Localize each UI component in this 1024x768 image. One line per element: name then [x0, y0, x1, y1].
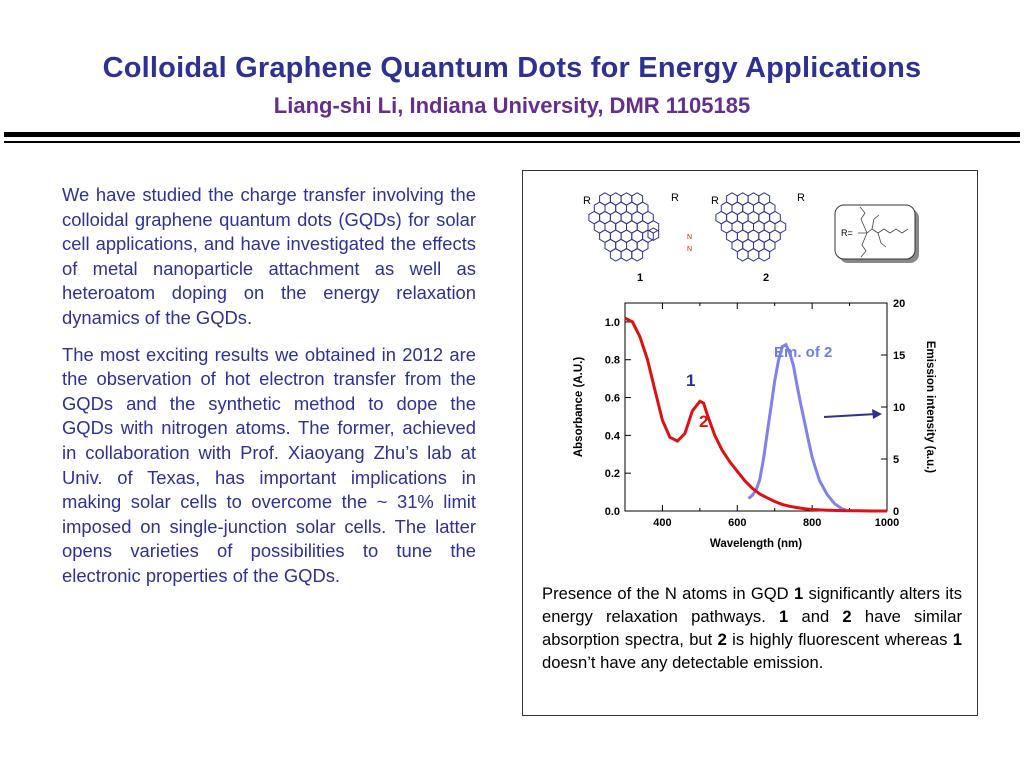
y-tick-label: 0.8 — [605, 355, 620, 367]
plot-frame — [624, 302, 888, 512]
caption-text: is highly fluorescent whereas — [726, 630, 953, 649]
n-doped-ring — [647, 227, 660, 241]
caption-text: significantly alters its energy relaxati… — [542, 584, 962, 626]
y-tick-label: 0.0 — [605, 506, 620, 518]
gqd-structure-2 — [715, 192, 787, 262]
y-tick-label: 0.6 — [605, 393, 620, 405]
caption-text: and — [788, 607, 843, 626]
r-group-label: R= — [841, 228, 853, 238]
caption-bold-ref: 2 — [717, 630, 727, 649]
structure-1-label: 1 — [637, 272, 643, 284]
x-tick-label: 800 — [803, 517, 821, 529]
structure-1-n-bottom: N — [687, 246, 692, 253]
caption-bold-ref: 1 — [793, 584, 804, 603]
y-axis-title: Absorbance (A.U.) — [573, 357, 585, 457]
title-divider-thin — [4, 141, 1020, 143]
y-tick-label: 1.0 — [605, 317, 620, 329]
caption-text: doesn’t have any detectable emission. — [542, 653, 824, 672]
title-divider-thick — [4, 132, 1020, 137]
r-group-inset: R= — [834, 204, 919, 263]
hexagon-ring — [631, 248, 644, 262]
figure-box — [522, 170, 978, 716]
spectra-chart: 400 600 800 10000.00.20.40.60.81.005101520 … — [573, 298, 936, 550]
hexagon-ring — [758, 248, 771, 262]
structure-1-n-top: N — [687, 234, 692, 241]
body-text: We have studied the charge transfer invo… — [62, 183, 476, 601]
emission-axis-arrow — [823, 409, 882, 419]
chart-ticks: 400 600 800 1000 0.0 0.2 0.4 0.6 0.8 1.0 0 5 10 15 20 — [605, 298, 906, 529]
hexagon-ring — [609, 248, 622, 262]
caption-bold-ref: 1 — [952, 630, 962, 649]
structure-2-label: 2 — [763, 272, 769, 284]
y2-tick-label: 20 — [893, 298, 905, 310]
emission-label: Em. of 2 — [774, 344, 832, 361]
hexagon-ring — [747, 248, 760, 262]
hexagon-ring — [736, 248, 749, 262]
y2-tick-label: 5 — [893, 454, 899, 466]
x-tick-label: 1000 — [875, 517, 899, 529]
y2-axis-title: Emission intensity (a.u.) — [924, 341, 936, 473]
y2-tick-label: 0 — [893, 506, 899, 518]
structure-2-r-right: R — [797, 192, 805, 204]
caption-bold-ref: 1 — [779, 607, 789, 626]
y2-tick-label: 15 — [893, 350, 905, 362]
series-label-2: 2 — [699, 412, 708, 431]
body-paragraph-1: We have studied the charge transfer invo… — [62, 184, 476, 328]
caption-text: have similar absorption spectra, but — [542, 607, 962, 649]
series-label-1: 1 — [686, 371, 695, 390]
emission-series-line — [747, 342, 847, 512]
molecular-structures: R R N N R R 1 2 R= — [583, 192, 919, 284]
body-paragraph-2: The most exciting results we obtained in… — [62, 343, 476, 586]
structure-2-r-left: R — [711, 195, 719, 207]
structure-1-r-left: R — [583, 195, 591, 207]
x-axis-title: Wavelength (nm) — [710, 538, 802, 550]
x-tick-label: 600 — [728, 517, 746, 529]
hexagon-ring — [620, 248, 633, 262]
caption-bold-ref: 2 — [842, 607, 852, 626]
gqd-structure-1 — [588, 192, 660, 262]
slide-title: Colloidal Graphene Quantum Dots for Ener… — [102, 52, 922, 84]
y-tick-label: 0.4 — [605, 430, 621, 442]
slide-subtitle: Liang-shi Li, Indiana University, DMR 11… — [273, 93, 751, 118]
figure-caption: Presence of the N atoms in GQD 1 signifi… — [542, 582, 962, 674]
structure-1-r-right: R — [671, 192, 679, 204]
y-tick-label: 0.2 — [605, 468, 620, 480]
x-tick-label: 400 — [653, 517, 671, 529]
absorption-series-line — [624, 316, 887, 513]
caption-text: Presence of the N atoms in GQD — [542, 584, 794, 603]
y2-tick-label: 10 — [893, 402, 905, 414]
